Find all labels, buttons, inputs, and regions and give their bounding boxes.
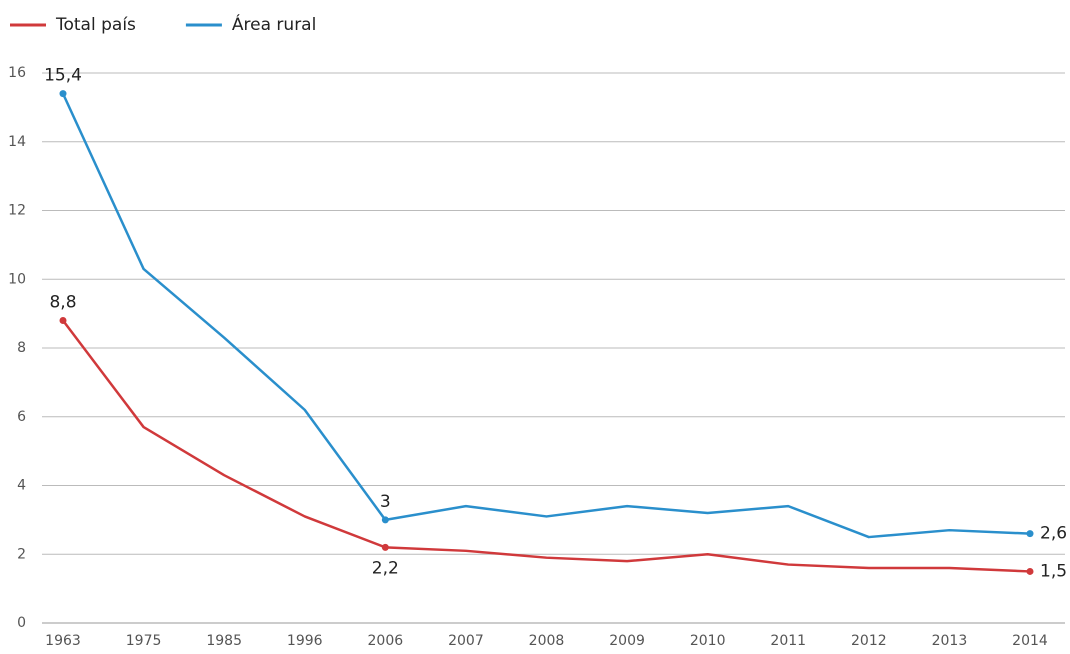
data-label: 2,2 [372, 558, 399, 578]
y-tick-label: 16 [8, 65, 26, 81]
x-tick-label: 2008 [529, 633, 565, 649]
legend-label: Total país [55, 15, 136, 35]
x-tick-label: 2010 [690, 633, 726, 649]
data-label: 1,5 [1040, 561, 1067, 581]
x-tick-label: 1963 [45, 633, 81, 649]
series-line [62, 319, 1031, 573]
y-tick-label: 0 [17, 615, 26, 631]
legend-label: Área rural [232, 13, 316, 35]
series-line [61, 93, 1031, 539]
point [1026, 530, 1034, 538]
y-tick-label: 2 [17, 546, 26, 562]
x-tick-label: 2012 [851, 633, 887, 649]
x-tick-label: 2013 [932, 633, 968, 649]
y-tick-label: 12 [8, 203, 26, 219]
x-tick-label: 2011 [770, 633, 806, 649]
y-tick-label: 4 [17, 478, 26, 494]
x-tick-label: 2009 [609, 633, 645, 649]
data-label: 8,8 [49, 293, 76, 313]
point [1026, 567, 1034, 575]
y-tick-label: 8 [17, 340, 26, 356]
data-label: 2,6 [1040, 524, 1067, 544]
x-tick-label: 1985 [206, 633, 242, 649]
y-tick-label: 10 [8, 271, 26, 287]
point [381, 516, 389, 524]
y-tick-label: 14 [8, 134, 26, 150]
data-label: 15,4 [44, 66, 82, 86]
x-tick-label: 2006 [368, 633, 404, 649]
data-label: 3 [380, 492, 391, 512]
x-tick-label: 2014 [1012, 633, 1048, 649]
x-tick-label: 1996 [287, 633, 323, 649]
point [59, 90, 67, 98]
x-tick-label: 1975 [126, 633, 162, 649]
point [59, 317, 67, 324]
point [381, 543, 389, 551]
y-tick-label: 6 [17, 409, 26, 425]
x-tick-label: 2007 [448, 633, 484, 649]
